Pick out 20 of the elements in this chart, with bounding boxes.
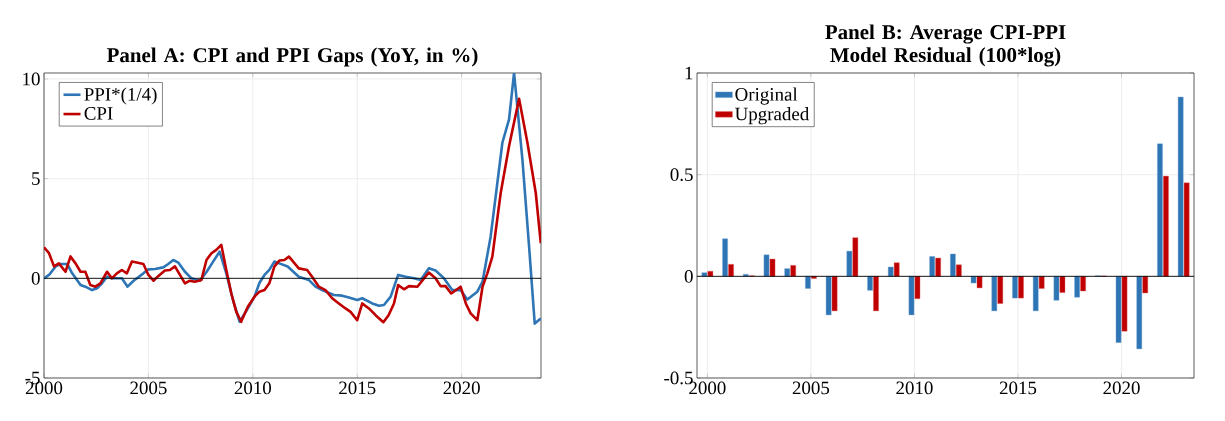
x-tick-label: 2020: [1103, 381, 1140, 395]
chart-title: Panel A: CPI and PPI Gaps (YoY, in %): [106, 47, 478, 67]
x-tick-label: 2010: [896, 381, 933, 395]
chart-title: Panel B: Average CPI-PPI Model Residual (100*log): [825, 24, 1066, 67]
y-tick-label: 0.5: [670, 168, 693, 182]
x-tick-label: 2015: [999, 381, 1037, 395]
x-tick-label: 2020: [443, 381, 480, 395]
x-tick-label: 2005: [792, 381, 830, 395]
y-tick-label: 1: [685, 66, 693, 80]
x-tick-label: 2010: [234, 381, 272, 395]
x-tick-label: 2015: [339, 381, 376, 395]
legend-label: PPI*(1/4): [84, 87, 157, 105]
y-tick-label: 0: [31, 271, 40, 285]
legend-label: CPI: [84, 107, 113, 120]
y-tick-label: 5: [32, 172, 40, 185]
legend-label: Upgraded: [735, 107, 810, 125]
y-tick-label: 0: [684, 269, 693, 283]
x-tick-label: 2005: [130, 381, 167, 395]
legend-label: Original: [735, 87, 798, 105]
y-tick-label: 10: [23, 72, 40, 86]
